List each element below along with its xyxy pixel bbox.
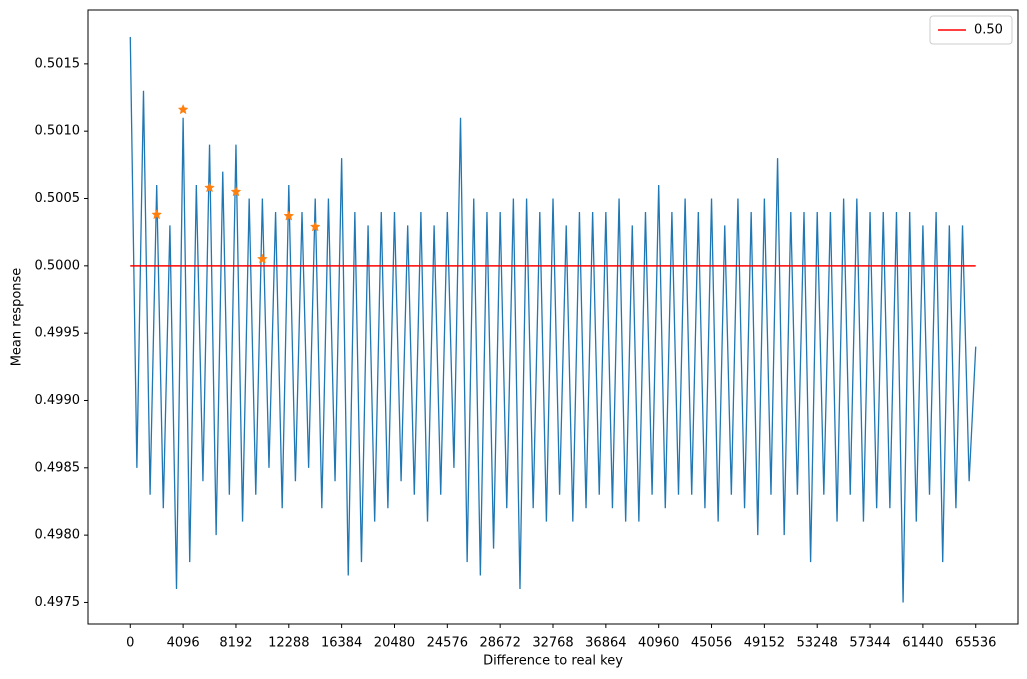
x-tick-label: 61440 bbox=[902, 636, 943, 651]
data-line bbox=[129, 36, 977, 603]
x-tick-label: 40960 bbox=[638, 636, 679, 651]
legend-box bbox=[929, 15, 1013, 45]
y-tick-label: 0.4985 bbox=[35, 460, 81, 475]
x-tick-label: 24576 bbox=[427, 636, 468, 651]
star-marker bbox=[257, 253, 268, 264]
x-tick-label: 12288 bbox=[268, 636, 309, 651]
star-marker bbox=[204, 182, 215, 193]
x-tick-label: 28672 bbox=[479, 636, 520, 651]
y-tick-label: 0.4980 bbox=[35, 528, 81, 543]
y-tick-label: 0.5010 bbox=[35, 124, 81, 139]
legend-label: 0.50 bbox=[974, 23, 1003, 38]
star-marker bbox=[283, 210, 295, 221]
x-tick-label: 0 bbox=[126, 636, 134, 651]
y-tick-label: 0.5005 bbox=[35, 191, 81, 206]
plot-area bbox=[88, 10, 1018, 624]
x-tick-label: 20480 bbox=[374, 636, 415, 651]
y-tick-label: 0.4975 bbox=[35, 595, 81, 610]
star-marker bbox=[230, 186, 242, 197]
x-tick-label: 53248 bbox=[797, 636, 838, 651]
x-tick-label: 32768 bbox=[532, 636, 573, 651]
star-marker bbox=[177, 103, 189, 115]
y-tick-label: 0.4990 bbox=[35, 393, 81, 408]
plot bbox=[129, 36, 977, 603]
x-tick-label: 4096 bbox=[167, 636, 200, 651]
x-tick-label: 57344 bbox=[849, 636, 890, 651]
y-tick-label: 0.5015 bbox=[35, 56, 81, 71]
x-tick-label: 36864 bbox=[585, 636, 626, 651]
x-tick-label: 8192 bbox=[219, 636, 252, 651]
x-tick-label: 16384 bbox=[321, 636, 362, 651]
y-tick-label: 0.5000 bbox=[35, 258, 81, 273]
star-marker bbox=[151, 209, 163, 220]
y-axis-label: Mean response bbox=[10, 268, 25, 367]
x-tick-label: 65536 bbox=[955, 636, 996, 651]
x-tick-label: 45056 bbox=[691, 636, 732, 651]
x-axis-label: Difference to real key bbox=[483, 654, 623, 669]
star-marker bbox=[309, 221, 321, 232]
x-tick-label: 49152 bbox=[744, 636, 785, 651]
y-tick-label: 0.4995 bbox=[35, 326, 81, 341]
